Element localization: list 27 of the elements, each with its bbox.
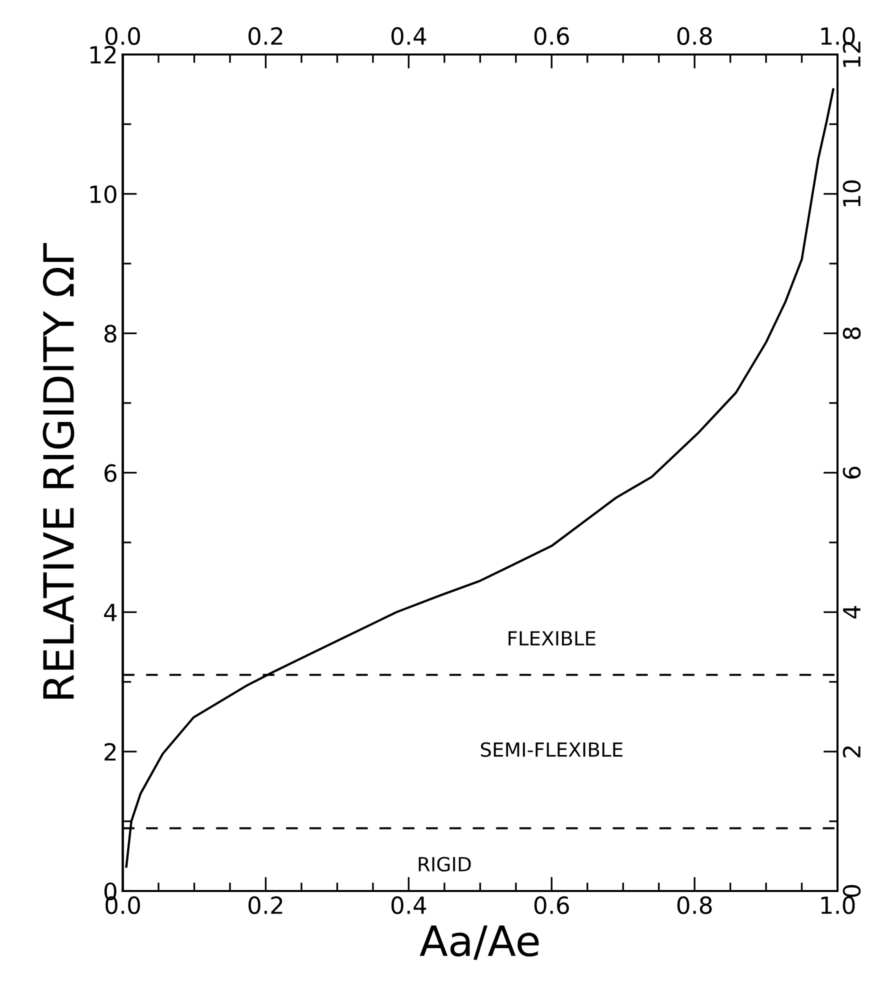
- y-tick-label: 8: [104, 324, 116, 343]
- x-tick-label: 1.0: [821, 896, 855, 914]
- annotation: SEMI-FLEXIBLE: [480, 742, 622, 757]
- x2-tick-label: 0.8: [677, 27, 712, 46]
- y2-tick-label: 2: [842, 746, 860, 758]
- x2-tick-label: 0.0: [106, 27, 140, 46]
- annotation: FLEXIBLE: [508, 631, 596, 646]
- y2-tick-label: 10: [842, 180, 861, 206]
- x-tick-label: 0.6: [534, 896, 569, 914]
- y2-tick-label: 4: [843, 606, 860, 619]
- y2-tick-label: 8: [842, 327, 861, 340]
- x2-tick-label: 0.4: [391, 27, 426, 46]
- x2-tick-label: 0.2: [248, 27, 282, 46]
- y-tick-label: 6: [104, 464, 116, 482]
- y-tick-label: 12: [90, 46, 116, 64]
- y2-tick-label: 0: [842, 885, 861, 897]
- x-tick-label: 0.2: [248, 896, 282, 914]
- y2-tick-label: 6: [842, 466, 861, 479]
- y-tick-label: 2: [104, 743, 116, 761]
- x2-tick-label: 0.6: [534, 27, 569, 46]
- y-axis-title: RELATIVE RIGIDITY ΩΓ: [42, 243, 74, 699]
- x-tick-label: 0.8: [677, 896, 712, 914]
- y-tick-label: 4: [104, 604, 117, 622]
- x-axis-title: Aa/Ae: [420, 926, 539, 960]
- annotation: RIGID: [418, 856, 471, 872]
- x-tick-label: 0.4: [391, 896, 426, 914]
- y-tick-label: 10: [90, 185, 116, 204]
